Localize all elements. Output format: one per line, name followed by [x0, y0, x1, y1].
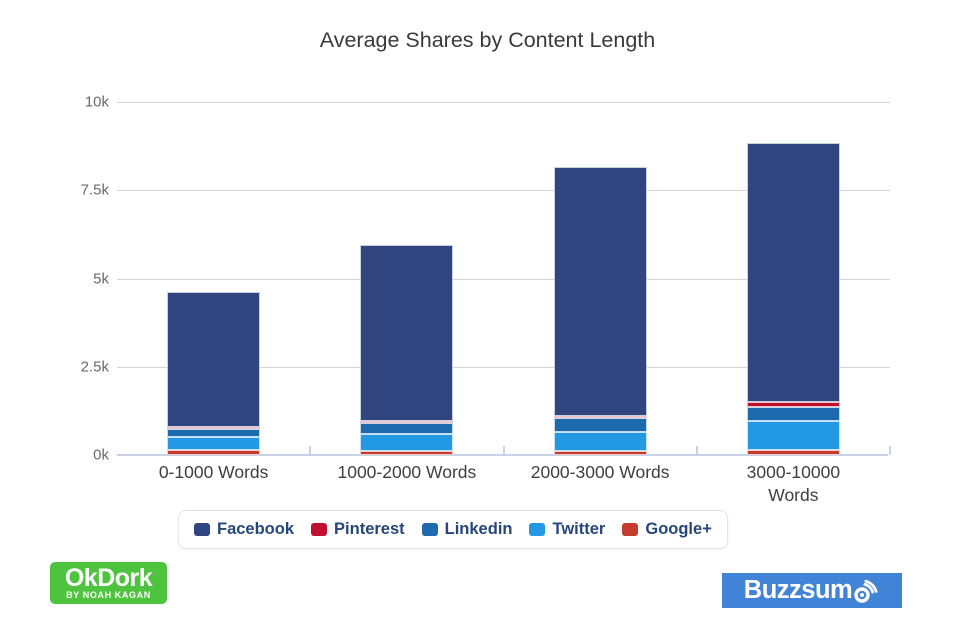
bar-segment-linkedin: [167, 428, 261, 438]
gridline-7.5k: [117, 190, 890, 192]
bar-segment-pinterest: [360, 421, 454, 424]
x-axis-tick: [889, 446, 891, 455]
legend-item-linkedin[interactable]: Linkedin: [421, 520, 513, 539]
x-category-label: 0-1000 Words: [158, 462, 269, 482]
legend: Facebook Pinterest Linkedin Twitter Google+: [178, 510, 728, 549]
bar-segment-pinterest: [553, 415, 647, 418]
y-tick-label-10k: 10k: [84, 93, 109, 111]
okdork-logo-text: OkDork: [64, 563, 153, 592]
y-tick-label-5k: 5k: [93, 270, 109, 287]
legend-item-twitter[interactable]: Twitter: [529, 520, 605, 539]
y-axis-labels: 0k 2.5k 5k 7.5k 10k: [55, 94, 109, 464]
x-axis-tick: [695, 446, 698, 455]
x-category-label: 3000-10000 Words: [746, 462, 841, 505]
legend-swatch-googleplus: [622, 523, 639, 536]
bar-segment-twitter: [167, 437, 261, 450]
x-category-label: 2000-3000 Words: [530, 462, 670, 482]
bar-segment-googleplus: [167, 449, 261, 455]
bar-segment-facebook: [360, 244, 454, 422]
legend-label: Linkedin: [444, 520, 513, 538]
x-axis-labels: 0-1000 Words 1000-2000 Words 2000-3000 Wor…: [117, 461, 890, 509]
buzzsumo-logo-text: Buzzsum: [743, 576, 853, 604]
legend-swatch-twitter: [529, 523, 546, 536]
bar-segment-linkedin: [360, 423, 454, 434]
legend-item-facebook[interactable]: Facebook: [194, 520, 294, 539]
plot-area: [117, 102, 891, 456]
okdork-logo: OkDork BY NOAH KAGAN: [50, 562, 167, 604]
chart-title: Average Shares by Content Length: [319, 28, 656, 52]
x-category-label: 1000-2000 Words: [337, 462, 477, 482]
legend-label: Facebook: [217, 520, 295, 538]
legend-label: Google+: [645, 520, 712, 538]
bar-segment-pinterest: [746, 402, 840, 408]
bar-segment-twitter: [553, 432, 647, 452]
y-tick-label-7.5k: 7.5k: [80, 181, 109, 199]
legend-label: Twitter: [552, 520, 606, 538]
bar-segment-facebook: [746, 142, 840, 403]
legend-swatch-facebook: [194, 523, 210, 536]
x-axis-line: [117, 454, 888, 456]
bar-1000-2000-words: [360, 244, 454, 455]
bar-segment-googleplus: [746, 449, 840, 455]
bar-segment-linkedin: [553, 417, 647, 433]
buzzsumo-logo: Buzzsum: [722, 573, 902, 608]
bar-segment-twitter: [746, 421, 840, 450]
bar-segment-linkedin: [746, 407, 840, 422]
bar-3000-10000-words: [746, 142, 840, 455]
buzzsumo-signal-icon: [854, 579, 878, 603]
bar-segment-twitter: [360, 433, 454, 452]
gridline-5k: [117, 278, 890, 280]
gridline-2.5k: [117, 366, 890, 368]
okdork-tagline-text: BY NOAH KAGAN: [66, 589, 151, 600]
y-tick-label-0k: 0k: [93, 446, 109, 464]
y-tick-label-2.5k: 2.5k: [80, 358, 109, 376]
bar-segment-googleplus: [360, 451, 454, 455]
bar-segment-facebook: [167, 292, 261, 427]
bar-segment-pinterest: [167, 426, 261, 429]
legend-item-pinterest[interactable]: Pinterest: [311, 520, 405, 539]
legend-item-googleplus[interactable]: Google+: [622, 520, 712, 539]
legend-swatch-linkedin: [421, 523, 438, 536]
bar-2000-3000-words: [553, 167, 647, 455]
x-axis-tick: [309, 446, 312, 455]
gridline-10k: [117, 102, 890, 103]
bar-segment-facebook: [553, 167, 647, 416]
legend-swatch-pinterest: [311, 523, 328, 536]
bar-0-1000-words: [167, 292, 261, 455]
bar-segment-googleplus: [553, 451, 647, 455]
x-axis-tick: [502, 446, 505, 455]
legend-label: Pinterest: [334, 520, 405, 538]
